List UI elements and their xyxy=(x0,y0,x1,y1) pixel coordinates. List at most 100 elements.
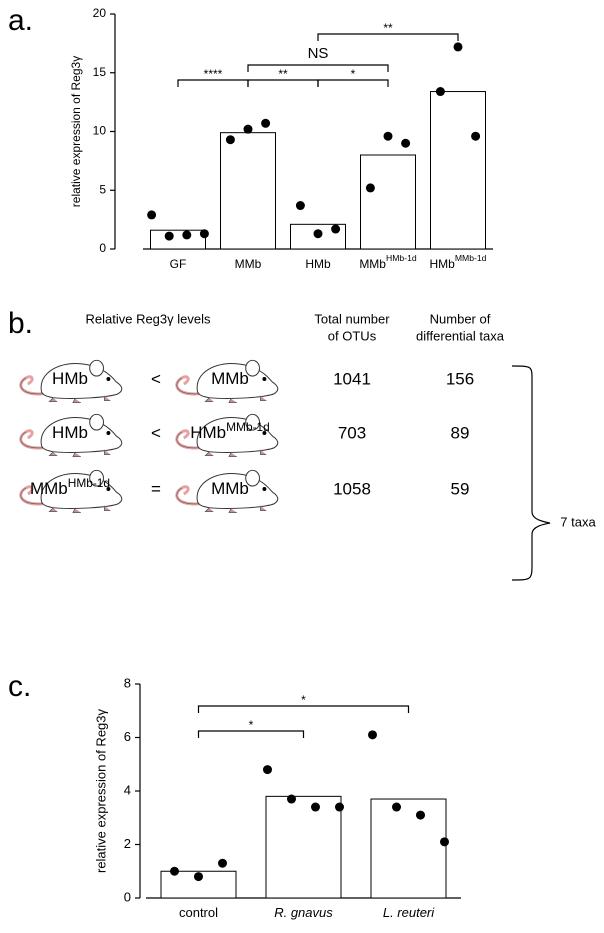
bar xyxy=(150,229,206,250)
x-tick-label: GF xyxy=(170,257,187,271)
data-point xyxy=(263,765,272,775)
data-point xyxy=(199,229,209,239)
data-point xyxy=(311,802,320,812)
label-main: HMb xyxy=(52,369,88,388)
data-point xyxy=(401,138,411,148)
data-point xyxy=(225,135,235,145)
label: MMb xyxy=(211,369,249,388)
category: MMb xyxy=(235,257,262,271)
bar xyxy=(220,132,276,250)
panel-label: a. xyxy=(8,4,33,37)
significance-label: NS xyxy=(308,45,329,62)
y-tick-label: 0 xyxy=(99,241,106,255)
significance-label: ** xyxy=(383,21,393,35)
data-point xyxy=(164,231,174,241)
otu-count: 703 xyxy=(338,423,366,442)
panel-label: b. xyxy=(8,307,33,340)
y-tick-label: 20 xyxy=(93,6,107,20)
data-point xyxy=(392,802,401,812)
data-point xyxy=(416,810,425,820)
x-tick-label: control xyxy=(179,905,218,920)
category-superscript: HMb-1d xyxy=(386,253,417,263)
brace xyxy=(511,365,551,581)
x-tick-label: HMb xyxy=(305,257,331,271)
data-point xyxy=(170,866,179,876)
label: HMbMMb-1d xyxy=(190,420,270,442)
category: GF xyxy=(170,257,187,271)
taxa-count: 59 xyxy=(451,479,470,498)
category: L. reuteri xyxy=(383,905,435,920)
table-header: differential taxa xyxy=(416,328,505,343)
data-point xyxy=(243,124,253,134)
y-tick-label: 4 xyxy=(124,782,131,797)
label-main: MMb xyxy=(211,369,249,388)
category: HMb xyxy=(305,257,331,271)
y-tick-label: 0 xyxy=(124,889,131,904)
label-main: MMb xyxy=(211,479,249,498)
summary: 7 taxa xyxy=(560,514,596,529)
significance-label: * xyxy=(301,693,306,707)
category: HMb xyxy=(430,257,456,271)
significance-bracket xyxy=(317,79,389,87)
label: MMb xyxy=(211,479,249,498)
table: Relative Reg3γ levels Total number of OTUs… xyxy=(19,311,505,514)
category: R. gnavus xyxy=(274,905,333,920)
y-tick-label: 10 xyxy=(93,124,107,138)
label-superscript: MMb-1d xyxy=(226,420,270,434)
panel-label: c. xyxy=(8,670,31,703)
data-point xyxy=(471,131,481,141)
data-point xyxy=(147,210,157,220)
y-tick-label: 15 xyxy=(93,65,107,79)
relation: < xyxy=(151,423,161,442)
y-tick-label: 8 xyxy=(124,675,131,690)
relation: = xyxy=(151,479,161,498)
label: HMb xyxy=(52,423,88,442)
data-point xyxy=(331,224,341,234)
bar xyxy=(360,154,416,250)
data-point xyxy=(287,794,296,804)
category: control xyxy=(179,905,218,920)
taxa-count: 89 xyxy=(451,423,470,442)
data-point xyxy=(313,229,323,239)
y-axis-label: relative expression of Reg3γ xyxy=(69,56,83,207)
data-point xyxy=(335,802,344,812)
data-point xyxy=(261,118,271,128)
y-tick-label: 6 xyxy=(124,729,131,744)
x-tick-label: R. gnavus xyxy=(274,905,333,920)
data-point xyxy=(365,183,375,193)
data-point xyxy=(295,201,305,211)
table-header: Relative Reg3γ levels xyxy=(85,311,211,326)
data-point xyxy=(453,42,463,52)
significance-label: ** xyxy=(278,67,288,81)
label: MMbHMb-1d xyxy=(30,476,110,498)
bar xyxy=(370,798,447,899)
otu-count: 1058 xyxy=(333,479,371,498)
significance-label: * xyxy=(351,67,356,81)
label-main: HMb xyxy=(52,423,88,442)
y-tick-label: 5 xyxy=(99,182,106,196)
table-header: of OTUs xyxy=(328,328,377,343)
label-superscript: HMb-1d xyxy=(68,476,110,490)
bar xyxy=(265,795,342,899)
data-point xyxy=(218,858,227,868)
x-tick-label: MMb xyxy=(235,257,262,271)
significance-bracket xyxy=(247,64,389,72)
taxa-count: 156 xyxy=(446,369,474,388)
bar xyxy=(430,91,486,250)
table-header: Number of xyxy=(430,311,491,326)
significance-label: **** xyxy=(204,67,223,81)
otu-count: 1041 xyxy=(333,369,371,388)
x-tick-label: HMbMMb-1d xyxy=(430,253,487,271)
significance-bracket xyxy=(197,705,410,713)
significance-label: * xyxy=(249,718,254,732)
data-point xyxy=(435,87,445,97)
x-tick-label: MMbHMb-1d xyxy=(359,253,417,271)
x-tick-label: L. reuteri xyxy=(383,905,435,920)
data-point xyxy=(368,730,377,740)
data-point xyxy=(182,230,192,240)
label: HMb xyxy=(52,369,88,388)
data-point xyxy=(194,872,203,882)
label-main: MMb xyxy=(30,479,68,498)
table-header: Total number xyxy=(314,311,390,326)
